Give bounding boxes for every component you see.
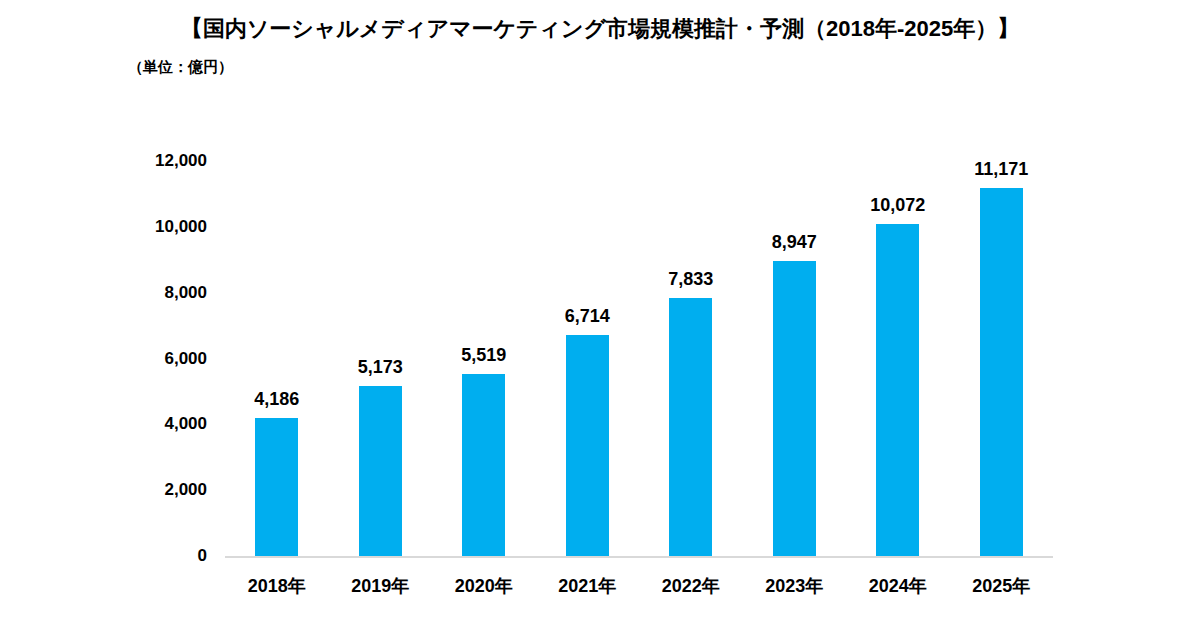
- y-tick-label: 2,000: [164, 480, 207, 500]
- bar: [669, 298, 712, 556]
- bar-value-label: 10,072: [833, 194, 963, 216]
- plot-area: 4,1862018年5,1732019年5,5192020年6,7142021年…: [225, 161, 1053, 558]
- y-axis: 02,0004,0006,0008,00010,00012,000: [90, 161, 207, 556]
- bar-value-label: 5,519: [419, 344, 549, 366]
- unit-label: （単位：億円）: [128, 58, 233, 77]
- bar: [462, 374, 505, 556]
- bar-value-label: 6,714: [522, 305, 652, 327]
- y-tick-label: 8,000: [164, 283, 207, 303]
- bar-value-label: 4,186: [212, 388, 342, 410]
- y-tick-label: 4,000: [164, 414, 207, 434]
- bar: [566, 335, 609, 556]
- y-tick-label: 10,000: [155, 217, 207, 237]
- bar-value-label: 11,171: [936, 158, 1066, 180]
- y-tick-label: 0: [198, 546, 207, 566]
- bar: [255, 418, 298, 556]
- y-tick-label: 6,000: [164, 349, 207, 369]
- bar: [359, 386, 402, 556]
- bar-value-label: 7,833: [626, 268, 756, 290]
- bar-value-label: 8,947: [729, 231, 859, 253]
- bar: [773, 261, 816, 556]
- bar: [876, 224, 919, 556]
- chart-page: 【国内ソーシャルメディアマーケティング市場規模推計・予測（2018年-2025年…: [0, 0, 1200, 630]
- y-tick-label: 12,000: [155, 151, 207, 171]
- x-tick-label: 2025年: [936, 574, 1066, 598]
- bar: [980, 188, 1023, 556]
- chart-title: 【国内ソーシャルメディアマーケティング市場規模推計・予測（2018年-2025年…: [0, 14, 1200, 44]
